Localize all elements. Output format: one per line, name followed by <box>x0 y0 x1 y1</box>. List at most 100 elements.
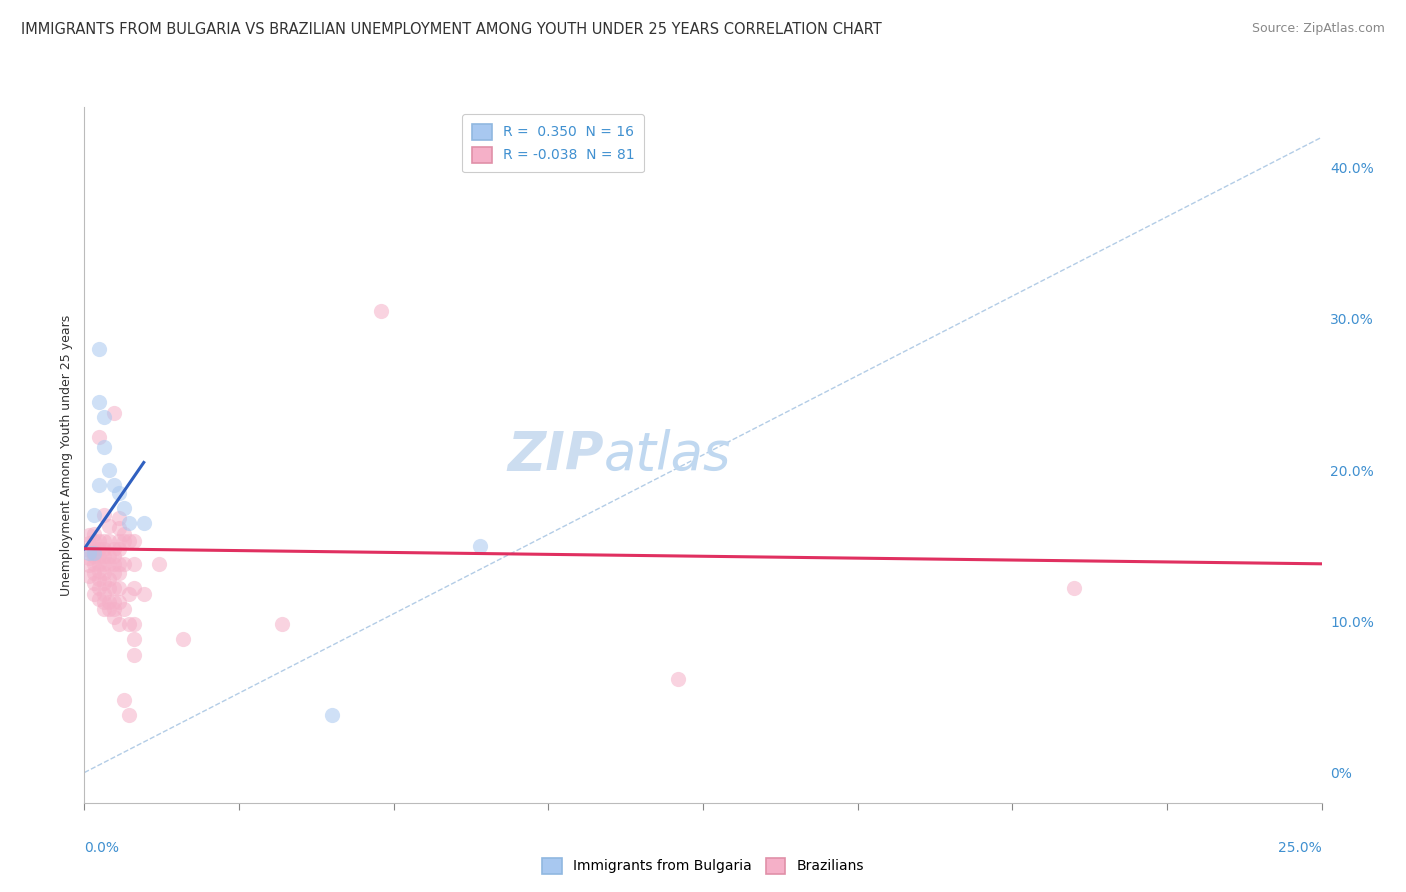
Point <box>83 576 105 591</box>
Point <box>108 557 131 571</box>
Point <box>108 534 131 549</box>
Point <box>89 572 111 586</box>
Point <box>89 581 111 595</box>
Point <box>103 557 125 571</box>
Point <box>93 508 115 523</box>
Point <box>89 342 111 356</box>
Point <box>112 693 135 707</box>
Point <box>122 534 145 549</box>
Point <box>93 566 115 580</box>
Text: 25.0%: 25.0% <box>1278 841 1322 855</box>
Point <box>666 672 689 686</box>
Point <box>112 602 135 616</box>
Point <box>103 594 125 608</box>
Point <box>98 581 121 595</box>
Point <box>108 511 131 525</box>
Point <box>79 535 101 549</box>
Point <box>89 549 111 564</box>
Point <box>93 534 115 549</box>
Point <box>89 565 111 579</box>
Point <box>271 617 294 632</box>
Point <box>370 304 392 318</box>
Point <box>98 602 121 616</box>
Point <box>89 591 111 606</box>
Y-axis label: Unemployment Among Youth under 25 years: Unemployment Among Youth under 25 years <box>60 314 73 596</box>
Point <box>122 581 145 595</box>
Point <box>103 406 125 420</box>
Point <box>103 581 125 595</box>
Point <box>118 708 141 723</box>
Point <box>1063 581 1085 595</box>
Point <box>112 500 135 515</box>
Point <box>98 463 121 477</box>
Point <box>83 546 105 560</box>
Point <box>103 609 125 624</box>
Point <box>108 581 131 595</box>
Point <box>98 519 121 533</box>
Point <box>108 520 131 534</box>
Point <box>93 410 115 425</box>
Point <box>79 558 101 573</box>
Point <box>98 534 121 549</box>
Point <box>103 541 125 556</box>
Point <box>93 557 115 571</box>
Point <box>89 478 111 492</box>
Point <box>93 549 115 564</box>
Point <box>83 557 105 571</box>
Point <box>132 516 155 530</box>
Point <box>112 557 135 571</box>
Point <box>112 526 135 541</box>
Point <box>103 602 125 616</box>
Point <box>89 395 111 409</box>
Point <box>93 576 115 591</box>
Text: IMMIGRANTS FROM BULGARIA VS BRAZILIAN UNEMPLOYMENT AMONG YOUTH UNDER 25 YEARS CO: IMMIGRANTS FROM BULGARIA VS BRAZILIAN UN… <box>21 22 882 37</box>
Point <box>321 708 343 723</box>
Point <box>118 587 141 601</box>
Point <box>83 541 105 556</box>
Point <box>79 546 101 560</box>
Text: Source: ZipAtlas.com: Source: ZipAtlas.com <box>1251 22 1385 36</box>
Point <box>83 566 105 580</box>
Point <box>93 594 115 608</box>
Point <box>118 617 141 632</box>
Point <box>108 485 131 500</box>
Point <box>148 557 170 571</box>
Point <box>89 534 111 549</box>
Point <box>79 528 101 542</box>
Point <box>93 602 115 616</box>
Point <box>89 541 111 556</box>
Point <box>118 516 141 530</box>
Point <box>83 534 105 549</box>
Point <box>108 566 131 580</box>
Point <box>83 587 105 601</box>
Point <box>89 557 111 571</box>
Point <box>83 549 105 564</box>
Point <box>98 549 121 564</box>
Point <box>83 526 105 541</box>
Point <box>112 534 135 549</box>
Text: ZIP: ZIP <box>508 429 605 481</box>
Legend: Immigrants from Bulgaria, Brazilians: Immigrants from Bulgaria, Brazilians <box>536 851 870 880</box>
Point <box>132 587 155 601</box>
Point <box>122 648 145 662</box>
Point <box>122 632 145 647</box>
Point <box>470 539 492 553</box>
Point <box>122 617 145 632</box>
Point <box>103 478 125 492</box>
Point <box>108 617 131 632</box>
Point <box>79 550 101 565</box>
Point <box>122 557 145 571</box>
Point <box>103 549 125 564</box>
Point <box>172 632 194 647</box>
Point <box>79 569 101 583</box>
Point <box>93 587 115 601</box>
Point <box>93 441 115 455</box>
Point <box>98 557 121 571</box>
Point <box>89 430 111 444</box>
Point <box>93 541 115 556</box>
Point <box>118 534 141 549</box>
Point <box>98 594 121 608</box>
Legend: R =  0.350  N = 16, R = -0.038  N = 81: R = 0.350 N = 16, R = -0.038 N = 81 <box>463 114 644 172</box>
Point <box>83 508 105 523</box>
Point <box>108 541 131 556</box>
